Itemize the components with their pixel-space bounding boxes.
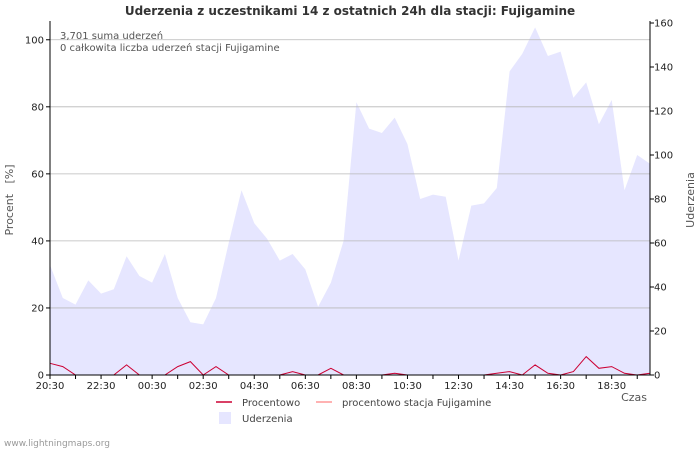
y-right-tick-label: 160	[654, 19, 673, 30]
summary-station-strikes: 0 całkowita liczba uderzeń stacji Fujiga…	[60, 42, 280, 54]
y-axis-right-label: Uderzenia	[684, 172, 697, 228]
legend-label-uderzenia: Uderzenia	[242, 414, 293, 425]
x-tick-label: 06:30	[291, 381, 320, 392]
x-tick-label: 14:30	[495, 381, 524, 392]
y-left-tick-label: 100	[25, 35, 44, 46]
y-left-tick-label: 20	[31, 303, 44, 314]
y-right-tick-label: 60	[654, 239, 667, 250]
x-tick-label: 12:30	[444, 381, 473, 392]
y-right-tick-label: 120	[654, 107, 673, 118]
y-left-tick-label: 60	[31, 169, 44, 180]
x-tick-label: 22:30	[87, 381, 116, 392]
legend-swatch-uderzenia	[219, 412, 231, 424]
legend-label-station: procentowo stacja Fujigamine	[342, 398, 491, 409]
y-right-tick-label: 100	[654, 151, 673, 162]
x-tick-label: 16:30	[546, 381, 575, 392]
y-left-tick-label: 0	[38, 371, 44, 382]
y-right-tick-label: 40	[654, 283, 667, 294]
x-axis-label: Czas	[621, 391, 647, 404]
x-tick-label: 10:30	[393, 381, 422, 392]
y-left-tick-label: 80	[31, 102, 44, 113]
area-layer	[50, 27, 650, 376]
footer-credit: www.lightningmaps.org	[4, 439, 110, 449]
x-tick-label: 00:30	[138, 381, 167, 392]
x-tick-label: 20:30	[36, 381, 65, 392]
x-tick-label: 04:30	[240, 381, 269, 392]
y-axis-left-label: Procent [%]	[3, 164, 16, 235]
y-right-tick-label: 140	[654, 63, 673, 74]
y-right-tick-label: 0	[654, 371, 660, 382]
grid-layer	[50, 39, 650, 309]
legend-label-procentowo: Procentowo	[242, 398, 300, 409]
x-tick-label: 08:30	[342, 381, 371, 392]
chart-title: Uderzenia z uczestnikami 14 z ostatnich …	[125, 4, 575, 18]
summary-total-strikes: 3,701 suma uderzeń	[60, 30, 163, 42]
axes-layer: 0 20 40 60 80 100 0 20 40 60 80 100 120 140 160 20:30 22…	[25, 19, 673, 393]
y-right-tick-label: 20	[654, 327, 667, 338]
x-tick-label: 02:30	[189, 381, 218, 392]
x-tick-label: 18:30	[597, 381, 626, 392]
area-series-uderzenia	[50, 27, 650, 376]
y-right-tick-label: 80	[654, 195, 667, 206]
y-left-tick-label: 40	[31, 236, 44, 247]
